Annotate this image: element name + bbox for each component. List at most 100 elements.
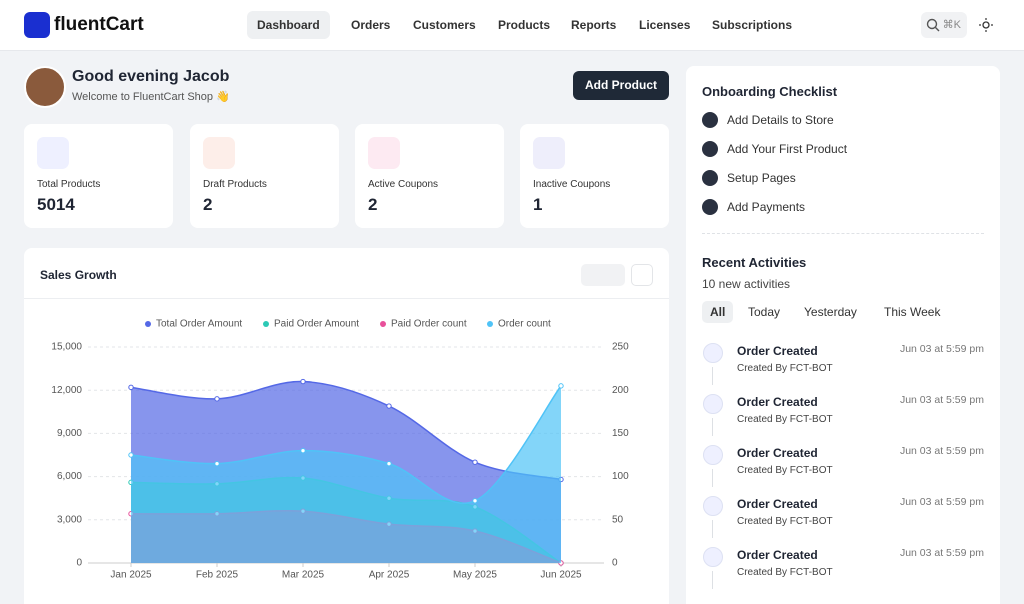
data-point bbox=[472, 459, 478, 465]
activity-by: Created By FCT-BOT bbox=[737, 516, 833, 527]
data-point bbox=[300, 447, 306, 454]
x-tick-label: Apr 2025 bbox=[369, 570, 410, 581]
nav-item[interactable]: Customers bbox=[413, 18, 476, 32]
activity-by: Created By FCT-BOT bbox=[737, 465, 833, 476]
chart-fullscreen[interactable] bbox=[631, 264, 653, 286]
y2-tick-label: 100 bbox=[612, 471, 629, 482]
add-product-button[interactable]: Add Product bbox=[573, 71, 669, 100]
x-tick-label: Mar 2025 bbox=[282, 570, 325, 581]
side-panel bbox=[686, 66, 1000, 604]
data-point bbox=[300, 378, 306, 385]
check-item[interactable]: Add Your First Product bbox=[727, 142, 848, 156]
nav-item[interactable]: Reports bbox=[571, 18, 617, 32]
avatar bbox=[24, 66, 66, 108]
activity-by: Created By FCT-BOT bbox=[737, 414, 833, 425]
activity-connector bbox=[712, 418, 713, 436]
nav-item[interactable]: Products bbox=[498, 18, 551, 32]
x-tick-label: Jun 2025 bbox=[540, 570, 582, 581]
tab[interactable]: Today bbox=[748, 305, 781, 319]
activities-subtitle: 10 new activities bbox=[702, 277, 791, 291]
data-point bbox=[472, 498, 478, 504]
y-tick-label: 0 bbox=[76, 558, 82, 569]
stat-value: 2 bbox=[203, 195, 213, 214]
activity-time: Jun 03 at 5:59 pm bbox=[899, 394, 984, 406]
chart-type-toggle[interactable] bbox=[581, 264, 625, 286]
activity-connector bbox=[712, 520, 713, 538]
activity-title: Order Created bbox=[737, 446, 818, 460]
data-point bbox=[558, 383, 564, 389]
nav-item[interactable]: Orders bbox=[351, 18, 391, 32]
area-line bbox=[130, 385, 562, 504]
check-item[interactable]: Setup Pages bbox=[727, 171, 796, 185]
area-fill bbox=[131, 385, 561, 563]
divider bbox=[702, 233, 984, 234]
y2-tick-label: 200 bbox=[612, 385, 629, 396]
tab[interactable]: This Week bbox=[884, 305, 941, 319]
check-icon bbox=[702, 141, 718, 157]
top-nav bbox=[0, 0, 1024, 51]
activity-title: Order Created bbox=[737, 395, 818, 409]
legend-label: Total Order Amount bbox=[156, 319, 242, 330]
stat-icon bbox=[533, 137, 565, 169]
x-tick-label: May 2025 bbox=[453, 570, 497, 581]
y-tick-label: 3,000 bbox=[57, 514, 82, 525]
check-icon bbox=[702, 199, 718, 215]
activity-by: Created By FCT-BOT bbox=[737, 567, 833, 578]
activity-connector bbox=[712, 571, 713, 589]
tab[interactable]: All bbox=[702, 301, 734, 323]
activity-icon bbox=[703, 394, 723, 414]
greeting-title: Good evening Jacob bbox=[72, 68, 230, 85]
activity-connector bbox=[712, 367, 713, 385]
activity-time: Jun 03 at 5:59 pm bbox=[899, 547, 984, 559]
legend-swatch bbox=[487, 321, 493, 327]
logo[interactable]: fluentCart bbox=[54, 14, 144, 35]
legend-label: Paid Order Amount bbox=[274, 319, 359, 330]
activity-icon bbox=[703, 496, 723, 516]
activity-icon bbox=[703, 547, 723, 567]
nav-item[interactable]: Licenses bbox=[639, 18, 691, 32]
stat-label: Total Products bbox=[37, 179, 101, 190]
nav-item[interactable]: Dashboard bbox=[247, 11, 330, 39]
data-point bbox=[128, 452, 134, 458]
greeting-subtitle: Welcome to FluentCart Shop 👋 bbox=[72, 91, 230, 103]
activity-title: Order Created bbox=[737, 344, 818, 358]
activity-time: Jun 03 at 5:59 pm bbox=[899, 445, 984, 457]
y-tick-label: 6,000 bbox=[57, 471, 82, 482]
y-tick-label: 9,000 bbox=[57, 428, 82, 439]
activity-time: Jun 03 at 5:59 pm bbox=[899, 343, 984, 355]
activities-title: Recent Activities bbox=[702, 255, 807, 270]
legend-label: Paid Order count bbox=[391, 319, 467, 330]
chart-title: Sales Growth bbox=[40, 268, 117, 282]
data-point bbox=[386, 403, 392, 409]
activity-connector bbox=[712, 469, 713, 487]
activity-by: Created By FCT-BOT bbox=[737, 363, 833, 374]
x-tick-label: Feb 2025 bbox=[196, 570, 239, 581]
activity-icon bbox=[703, 343, 723, 363]
activity-icon bbox=[703, 445, 723, 465]
y2-tick-label: 250 bbox=[612, 342, 629, 353]
area-line bbox=[130, 380, 562, 481]
stat-value: 2 bbox=[368, 195, 378, 214]
divider bbox=[24, 298, 669, 299]
data-point bbox=[386, 460, 392, 467]
check-item[interactable]: Add Payments bbox=[727, 200, 806, 214]
stat-value: 1 bbox=[533, 195, 543, 214]
legend-swatch bbox=[263, 321, 269, 327]
stat-value: 5014 bbox=[37, 195, 75, 214]
data-point bbox=[214, 396, 220, 402]
y-tick-label: 12,000 bbox=[51, 385, 82, 396]
onboarding-title: Onboarding Checklist bbox=[702, 84, 838, 99]
y2-tick-label: 0 bbox=[612, 558, 618, 569]
stat-icon bbox=[368, 137, 400, 169]
check-icon bbox=[702, 170, 718, 186]
search-button[interactable]: ⌘K bbox=[921, 12, 967, 38]
tab[interactable]: Yesterday bbox=[804, 305, 857, 319]
theme-toggle[interactable] bbox=[979, 18, 993, 32]
search-icon bbox=[926, 18, 940, 32]
y2-tick-label: 150 bbox=[612, 428, 629, 439]
check-item[interactable]: Add Details to Store bbox=[727, 113, 834, 127]
data-point bbox=[214, 460, 220, 467]
x-tick-label: Jan 2025 bbox=[110, 570, 152, 581]
nav-item[interactable]: Subscriptions bbox=[712, 18, 793, 32]
